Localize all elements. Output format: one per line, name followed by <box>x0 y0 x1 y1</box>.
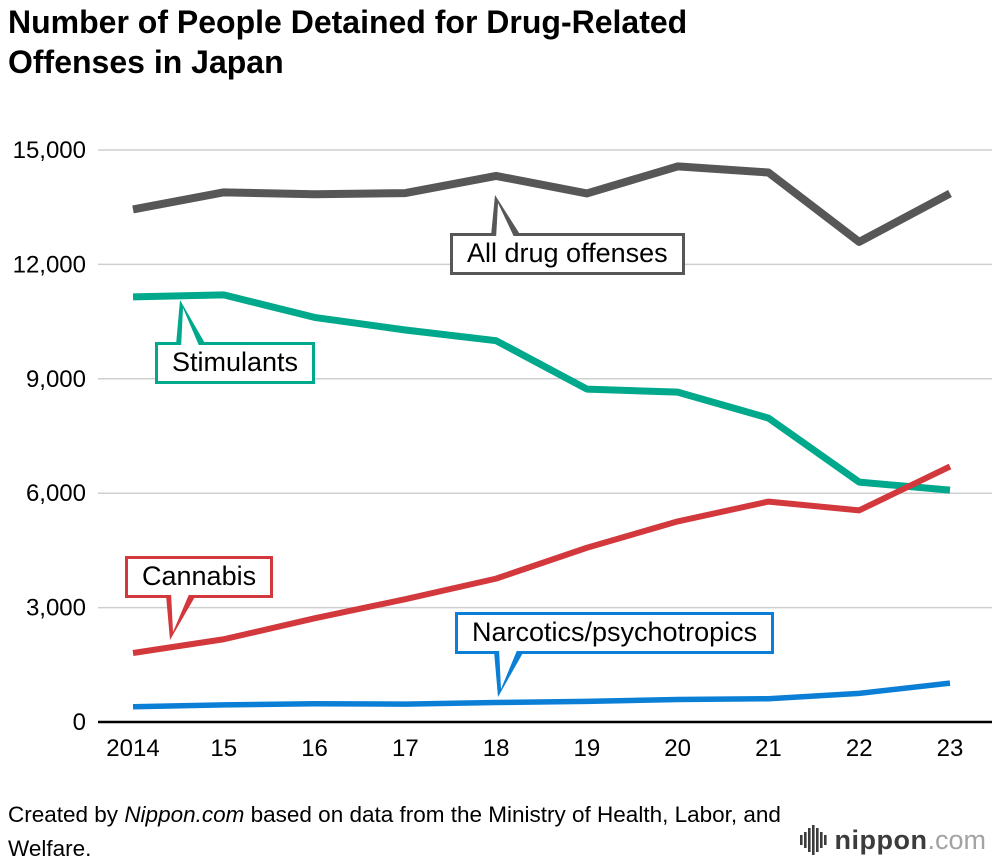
credit-source: Nippon.com <box>124 802 245 827</box>
x-tick-label: 16 <box>301 735 328 762</box>
x-tick-label: 17 <box>392 735 419 762</box>
y-tick-label: 0 <box>73 709 86 736</box>
series-line-1 <box>132 291 951 494</box>
callout-label: All drug offenses <box>467 238 668 268</box>
y-tick-label: 15,000 <box>13 137 86 164</box>
nippon-logo: nippon.com <box>799 824 986 856</box>
x-tick-label: 20 <box>664 735 691 762</box>
x-tick-label: 2014 <box>106 735 159 762</box>
callout-stimulants: Stimulants <box>155 300 316 384</box>
callout-tail-fill <box>171 591 190 632</box>
x-tick-label: 19 <box>574 735 601 762</box>
chart-title: Number of People Detained for Drug-Relat… <box>8 4 688 80</box>
callout-label: Narcotics/psychotropics <box>472 617 758 647</box>
logo-name: nippon <box>834 824 928 855</box>
y-tick-label: 12,000 <box>13 251 86 278</box>
x-tick-label: 22 <box>846 735 873 762</box>
series-line-3 <box>132 680 951 710</box>
nippon-logo-icon <box>799 825 827 855</box>
x-tick-label: 23 <box>937 735 964 762</box>
credit-suffix: based on data from the Ministry of Healt… <box>8 802 781 861</box>
y-tick-label: 9,000 <box>26 366 86 393</box>
series-line-0 <box>132 162 952 246</box>
x-tick-label: 15 <box>210 735 237 762</box>
callout-tail-fill <box>181 308 200 348</box>
credit-prefix: Created by <box>8 802 125 827</box>
line-chart: 0 3,000 6,000 9,000 12,000 15,000 2014 15 16 17 18… <box>13 137 992 762</box>
callout-narcotics-psychotropics: Narcotics/psychotropics <box>455 612 775 697</box>
x-tick-label: 21 <box>755 735 782 762</box>
x-tick-label: 18 <box>483 735 510 762</box>
callout-all-drug-offenses: All drug offenses <box>450 195 685 275</box>
y-tick-label: 6,000 <box>26 480 86 507</box>
series-line-2 <box>132 463 952 656</box>
logo-tld: .com <box>927 824 986 855</box>
y-tick-label: 3,000 <box>26 595 86 622</box>
credit-text: Created by Nippon.com based on data from… <box>8 798 788 866</box>
callout-cannabis: Cannabis <box>125 556 274 640</box>
callout-tail-fill <box>496 203 515 239</box>
callout-label: Stimulants <box>172 347 299 377</box>
callout-label: Cannabis <box>142 561 257 591</box>
callout-tail-fill <box>499 647 518 689</box>
